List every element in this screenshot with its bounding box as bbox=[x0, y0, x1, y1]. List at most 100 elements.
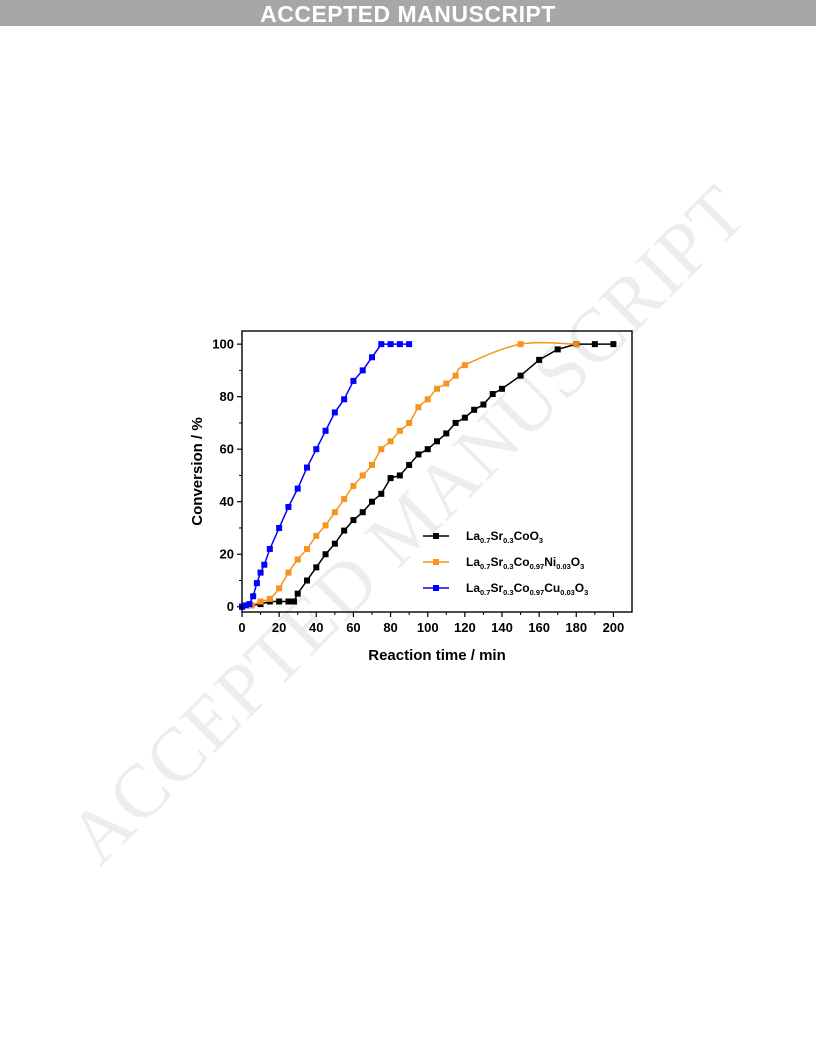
series-0-point-26 bbox=[471, 406, 478, 413]
series-0-point-31 bbox=[536, 356, 543, 363]
series-1-point-25 bbox=[517, 341, 524, 348]
series-0-point-17 bbox=[387, 475, 394, 482]
series-0-point-34 bbox=[591, 341, 598, 348]
series-1-point-19 bbox=[415, 404, 422, 411]
series-0-point-18 bbox=[396, 472, 403, 479]
series-0-point-12 bbox=[341, 527, 348, 534]
series-1-point-5 bbox=[285, 569, 292, 576]
series-0-point-28 bbox=[489, 391, 496, 398]
series-1-point-9 bbox=[322, 522, 329, 529]
series-0-point-15 bbox=[369, 498, 375, 505]
series-0-point-29 bbox=[499, 385, 505, 392]
x-tick-label-7: 140 bbox=[491, 620, 513, 635]
series-2-point-16 bbox=[350, 377, 357, 384]
series-1-point-14 bbox=[369, 461, 375, 468]
series-1-point-17 bbox=[396, 427, 403, 434]
series-2-point-18 bbox=[369, 354, 375, 361]
y-tick-label-1: 20 bbox=[220, 547, 234, 562]
x-tick-label-8: 160 bbox=[528, 620, 550, 635]
series-1-point-8 bbox=[313, 532, 320, 539]
series-2-point-19 bbox=[378, 341, 385, 348]
series-2-point-22 bbox=[406, 341, 413, 348]
series-1-point-23 bbox=[452, 372, 459, 379]
legend-label-0: La0.7Sr0.3CoO3 bbox=[466, 529, 543, 545]
series-2-point-20 bbox=[387, 341, 394, 348]
plot-frame bbox=[241, 330, 633, 613]
series-0-point-5 bbox=[285, 598, 292, 605]
series-0-point-6 bbox=[291, 598, 297, 605]
series-0-point-24 bbox=[452, 419, 459, 426]
series-1-point-18 bbox=[406, 419, 413, 426]
series-0-point-11 bbox=[331, 540, 338, 547]
series-0-point-19 bbox=[406, 461, 413, 468]
series-2-point-7 bbox=[266, 545, 273, 552]
series-0-point-20 bbox=[415, 451, 422, 458]
series-1-point-10 bbox=[331, 509, 338, 516]
legend-label-1: La0.7Sr0.3Co0.97Ni0.03O3 bbox=[466, 555, 584, 571]
series-1-point-11 bbox=[341, 496, 348, 503]
x-tick-label-9: 180 bbox=[565, 620, 587, 635]
x-tick-label-2: 40 bbox=[309, 620, 323, 635]
series-0-point-30 bbox=[517, 372, 524, 379]
series-0-point-7 bbox=[294, 590, 301, 597]
axes: 0 20 40 60 80 100 120 140 160 180 200 0 20 40 60 80 100 R… bbox=[189, 330, 633, 664]
series-0-point-25 bbox=[461, 414, 468, 421]
legend-marker-0 bbox=[433, 533, 439, 539]
y-tick-label-0: 0 bbox=[227, 599, 234, 614]
series-0-point-32 bbox=[554, 346, 561, 353]
series-2-point-5 bbox=[257, 569, 264, 576]
x-tick-label-4: 80 bbox=[383, 620, 397, 635]
series-0-point-16 bbox=[378, 490, 385, 497]
series-1-point-20 bbox=[424, 396, 431, 403]
accepted-manuscript-banner: ACCEPTED MANUSCRIPT bbox=[0, 0, 816, 27]
plot-area bbox=[239, 341, 617, 610]
series-1-point-7 bbox=[304, 545, 310, 552]
series-1-point-16 bbox=[387, 438, 394, 445]
x-axis-title: Reaction time / min bbox=[368, 647, 506, 664]
series-2-point-8 bbox=[276, 524, 283, 531]
x-tick-label-6: 120 bbox=[454, 620, 476, 635]
series-1-point-24 bbox=[461, 362, 468, 369]
y-tick-label-4: 80 bbox=[220, 389, 234, 404]
series-2-point-21 bbox=[396, 341, 403, 348]
series-2-point-10 bbox=[294, 485, 301, 492]
legend-label-2: La0.7Sr0.3Co0.97Cu0.03O3 bbox=[466, 581, 588, 597]
series-1-point-15 bbox=[378, 446, 385, 453]
series-0-point-21 bbox=[424, 446, 431, 453]
y-tick-label-5: 100 bbox=[212, 337, 234, 352]
series-0-point-27 bbox=[480, 401, 487, 408]
series-1-point-3 bbox=[266, 595, 273, 602]
series-1-point-22 bbox=[443, 380, 450, 387]
series-0-point-14 bbox=[359, 509, 366, 516]
y-axis-title: Conversion / % bbox=[189, 417, 206, 525]
series-2-point-9 bbox=[285, 503, 292, 510]
series-2-point-17 bbox=[359, 367, 366, 374]
series-2-point-15 bbox=[341, 396, 348, 403]
series-0-point-13 bbox=[350, 517, 357, 524]
series-0-point-9 bbox=[313, 564, 320, 571]
series-2-point-6 bbox=[261, 561, 268, 568]
series-0-point-35 bbox=[610, 341, 617, 348]
legend: La0.7Sr0.3CoO3 La0.7Sr0.3Co0.97Ni0.03O3 La… bbox=[423, 529, 588, 597]
y-tick-label-2: 40 bbox=[220, 494, 234, 509]
series-2-point-11 bbox=[304, 464, 310, 471]
x-tick-label-10: 200 bbox=[603, 620, 625, 635]
x-tick-label-0: 0 bbox=[238, 620, 245, 635]
y-tick-label-3: 60 bbox=[220, 442, 234, 457]
series-2-point-3 bbox=[250, 593, 257, 600]
x-tick-label-5: 100 bbox=[417, 620, 439, 635]
series-2-point-12 bbox=[313, 446, 320, 453]
series-2-point-13 bbox=[322, 427, 329, 434]
series-2-point-14 bbox=[331, 409, 338, 416]
series-0-point-8 bbox=[304, 577, 310, 584]
series-1-point-12 bbox=[350, 482, 357, 489]
x-tick-label-1: 20 bbox=[272, 620, 286, 635]
legend-marker-1 bbox=[433, 559, 439, 565]
series-0-point-22 bbox=[434, 438, 440, 445]
series-0-point-4 bbox=[276, 598, 283, 605]
series-0-point-23 bbox=[443, 430, 450, 437]
series-1-point-26 bbox=[573, 341, 580, 348]
series-1-point-4 bbox=[276, 585, 283, 592]
series-0-point-10 bbox=[322, 551, 329, 558]
